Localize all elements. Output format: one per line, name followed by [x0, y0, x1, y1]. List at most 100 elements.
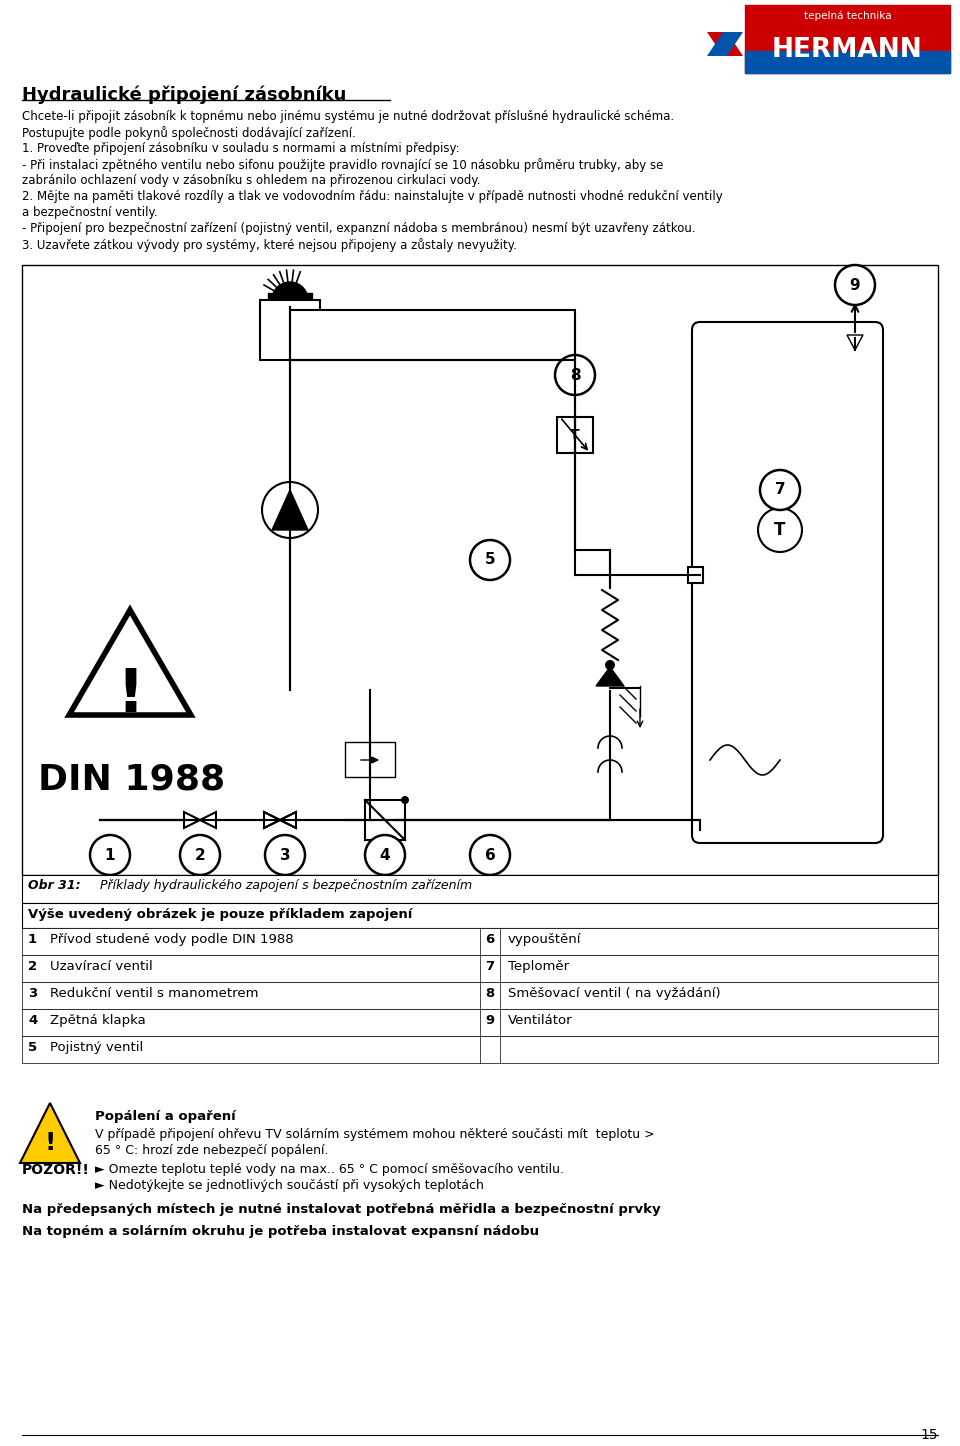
- Circle shape: [758, 508, 802, 552]
- Bar: [22, 265, 938, 875]
- Bar: [745, 4, 950, 72]
- Text: Postupujte podle pokynů společnosti dodávající zařízení.: Postupujte podle pokynů společnosti dodá…: [22, 126, 356, 140]
- Text: tepelná technika: tepelná technika: [804, 10, 891, 22]
- Bar: [557, 416, 593, 453]
- Bar: [745, 51, 950, 72]
- Text: 5: 5: [485, 552, 495, 567]
- Text: Přívod studené vody podle DIN 1988: Přívod studené vody podle DIN 1988: [50, 933, 294, 946]
- Text: T: T: [775, 521, 785, 539]
- Polygon shape: [272, 490, 308, 531]
- Text: Obr 31:: Obr 31:: [28, 879, 81, 892]
- Circle shape: [265, 834, 305, 875]
- Polygon shape: [280, 813, 296, 829]
- Text: 9: 9: [485, 1014, 494, 1027]
- Circle shape: [555, 356, 595, 395]
- Text: - Při instalaci zpětného ventilu nebo sifonu použijte pravidlo rovnající se 10 n: - Při instalaci zpětného ventilu nebo si…: [22, 158, 663, 172]
- Bar: [688, 567, 703, 583]
- Circle shape: [470, 539, 510, 580]
- Text: 7: 7: [485, 960, 494, 973]
- Text: 2: 2: [28, 960, 37, 973]
- Text: zabránilo ochlazení vody v zásobníku s ohledem na přirozenou cirkulaci vody.: zabránilo ochlazení vody v zásobníku s o…: [22, 174, 481, 187]
- Text: 15: 15: [921, 1429, 938, 1442]
- Circle shape: [365, 834, 405, 875]
- Text: 5: 5: [28, 1041, 37, 1054]
- Text: vypouštění: vypouštění: [508, 933, 582, 946]
- Text: 3. Uzavřete zátkou vývody pro systémy, které nejsou připojeny a zůstaly nevyužit: 3. Uzavřete zátkou vývody pro systémy, k…: [22, 239, 516, 252]
- Text: Ventilátor: Ventilátor: [508, 1014, 572, 1027]
- Text: 7: 7: [775, 483, 785, 497]
- Text: 9: 9: [850, 278, 860, 292]
- Text: 3: 3: [279, 847, 290, 862]
- Text: 6: 6: [485, 933, 494, 946]
- Text: !: !: [116, 665, 144, 724]
- Circle shape: [262, 482, 318, 538]
- Text: Uzavírací ventil: Uzavírací ventil: [50, 960, 153, 973]
- Circle shape: [835, 265, 875, 305]
- Text: 1: 1: [28, 933, 37, 946]
- Text: T: T: [570, 428, 580, 442]
- Text: 65 ° C: hrozí zde nebezpečí popálení.: 65 ° C: hrozí zde nebezpečí popálení.: [95, 1144, 328, 1157]
- Text: Hydraulické připojení zásobníku: Hydraulické připojení zásobníku: [22, 85, 347, 104]
- Bar: [22, 982, 938, 1009]
- Text: HERMANN: HERMANN: [772, 38, 923, 64]
- Text: Zpětná klapka: Zpětná klapka: [50, 1014, 146, 1027]
- Text: ► Omezte teplotu teplé vody na max.. 65 ° C pomocí směšovacího ventilu.: ► Omezte teplotu teplé vody na max.. 65 …: [95, 1163, 564, 1176]
- Circle shape: [90, 834, 130, 875]
- Polygon shape: [200, 813, 216, 829]
- Text: - Připojení pro bezpečnostní zařízení (pojistný ventil, expanzní nádoba s membrá: - Připojení pro bezpečnostní zařízení (p…: [22, 223, 696, 236]
- Circle shape: [760, 470, 800, 510]
- Bar: [22, 1009, 938, 1035]
- Text: Výše uvedený obrázek je pouze příkladem zapojení: Výše uvedený obrázek je pouze příkladem …: [28, 908, 413, 921]
- Text: Pojistný ventil: Pojistný ventil: [50, 1041, 143, 1054]
- Circle shape: [180, 834, 220, 875]
- Polygon shape: [847, 335, 863, 350]
- Text: 4: 4: [28, 1014, 37, 1027]
- Polygon shape: [184, 813, 200, 829]
- Polygon shape: [596, 667, 624, 685]
- Text: 2: 2: [195, 847, 205, 862]
- Text: DIN 1988: DIN 1988: [38, 763, 226, 797]
- Text: POZOR!!: POZOR!!: [22, 1163, 90, 1177]
- Circle shape: [401, 795, 409, 804]
- Text: 8: 8: [569, 367, 580, 383]
- Text: 6: 6: [485, 847, 495, 862]
- Circle shape: [369, 758, 375, 763]
- Text: Příklady hydraulického zapojení s bezpečnostním zařízením: Příklady hydraulického zapojení s bezpeč…: [100, 879, 472, 892]
- Text: Na předepsaných místech je nutné instalovat potřebná měřidla a bezpečnostní prvk: Na předepsaných místech je nutné instalo…: [22, 1203, 660, 1216]
- Text: Teploměr: Teploměr: [508, 960, 569, 973]
- Text: Redukční ventil s manometrem: Redukční ventil s manometrem: [50, 988, 258, 1001]
- Bar: [268, 294, 312, 299]
- Bar: [345, 742, 395, 777]
- Bar: [22, 902, 938, 928]
- Circle shape: [470, 834, 510, 875]
- Bar: [22, 928, 938, 954]
- Text: 1: 1: [105, 847, 115, 862]
- Text: 8: 8: [485, 988, 494, 1001]
- Bar: [260, 299, 320, 360]
- Bar: [22, 1035, 938, 1063]
- Bar: [290, 309, 575, 360]
- Text: 3: 3: [28, 988, 37, 1001]
- Text: !: !: [44, 1131, 56, 1155]
- Polygon shape: [707, 32, 743, 56]
- Bar: [365, 800, 405, 840]
- Polygon shape: [707, 32, 743, 56]
- Text: ► Nedotýkejte se jednotlivých součástí při vysokých teplotách: ► Nedotýkejte se jednotlivých součástí p…: [95, 1178, 484, 1192]
- Polygon shape: [272, 282, 308, 299]
- Text: Na topném a solárním okruhu je potřeba instalovat expansní nádobu: Na topném a solárním okruhu je potřeba i…: [22, 1225, 540, 1238]
- Polygon shape: [69, 610, 191, 714]
- Circle shape: [605, 659, 615, 669]
- Text: Popálení a opaření: Popálení a opaření: [95, 1111, 236, 1124]
- Text: V případě připojení ohřevu TV solárním systémem mohou některé součásti mít  tepl: V případě připojení ohřevu TV solárním s…: [95, 1128, 655, 1141]
- Text: a bezpečnostní ventily.: a bezpečnostní ventily.: [22, 205, 157, 218]
- Polygon shape: [20, 1103, 80, 1163]
- Text: Chcete-li připojit zásobník k topnému nebo jinému systému je nutné dodržovat pří: Chcete-li připojit zásobník k topnému ne…: [22, 110, 674, 123]
- FancyBboxPatch shape: [692, 322, 883, 843]
- Polygon shape: [264, 813, 280, 829]
- Text: Směšovací ventil ( na vyžádání): Směšovací ventil ( na vyžádání): [508, 988, 721, 1001]
- Text: 4: 4: [380, 847, 391, 862]
- Bar: [22, 875, 938, 902]
- Text: 1. Proveďte připojení zásobníku v souladu s normami a místními předpisy:: 1. Proveďte připojení zásobníku v soulad…: [22, 142, 460, 155]
- Text: 2. Mějte na paměti tlakové rozdíly a tlak ve vodovodním řádu: nainstalujte v pří: 2. Mějte na paměti tlakové rozdíly a tla…: [22, 189, 723, 202]
- Bar: [22, 954, 938, 982]
